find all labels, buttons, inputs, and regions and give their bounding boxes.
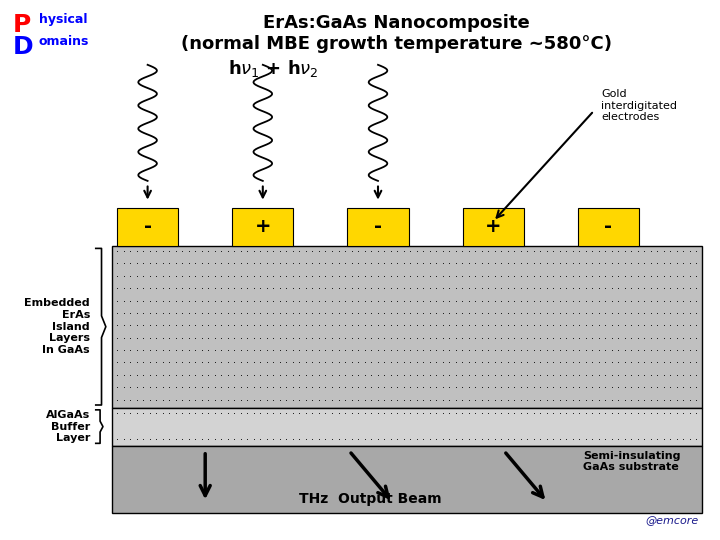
Text: Semi-insulating
GaAs substrate: Semi-insulating GaAs substrate xyxy=(583,451,680,472)
Text: Embedded
ErAs
Island
Layers
In GaAs: Embedded ErAs Island Layers In GaAs xyxy=(24,299,90,355)
Bar xyxy=(232,208,294,246)
Bar xyxy=(112,446,702,513)
Text: -: - xyxy=(374,217,382,237)
Text: -: - xyxy=(143,217,152,237)
Text: @emcore: @emcore xyxy=(645,516,698,526)
Text: THz  Output Beam: THz Output Beam xyxy=(300,492,442,507)
Text: h$\nu_1$ + h$\nu_2$: h$\nu_1$ + h$\nu_2$ xyxy=(228,58,319,79)
Bar xyxy=(112,246,702,408)
Bar xyxy=(463,208,523,246)
Text: AlGaAs
Buffer
Layer: AlGaAs Buffer Layer xyxy=(46,410,90,443)
Text: D: D xyxy=(13,35,34,59)
Text: -: - xyxy=(604,217,613,237)
Bar xyxy=(117,208,179,246)
Text: +: + xyxy=(255,217,271,237)
Bar xyxy=(348,208,409,246)
Text: Gold
interdigitated
electrodes: Gold interdigitated electrodes xyxy=(601,89,678,122)
Text: omains: omains xyxy=(39,35,89,48)
Text: +: + xyxy=(485,217,501,237)
Text: hysical: hysical xyxy=(39,14,87,26)
Text: ErAs:GaAs Nanocomposite: ErAs:GaAs Nanocomposite xyxy=(263,14,529,31)
Bar xyxy=(577,208,639,246)
Text: P: P xyxy=(13,14,31,37)
Bar xyxy=(112,408,702,445)
Text: (normal MBE growth temperature ~580°C): (normal MBE growth temperature ~580°C) xyxy=(181,35,611,53)
